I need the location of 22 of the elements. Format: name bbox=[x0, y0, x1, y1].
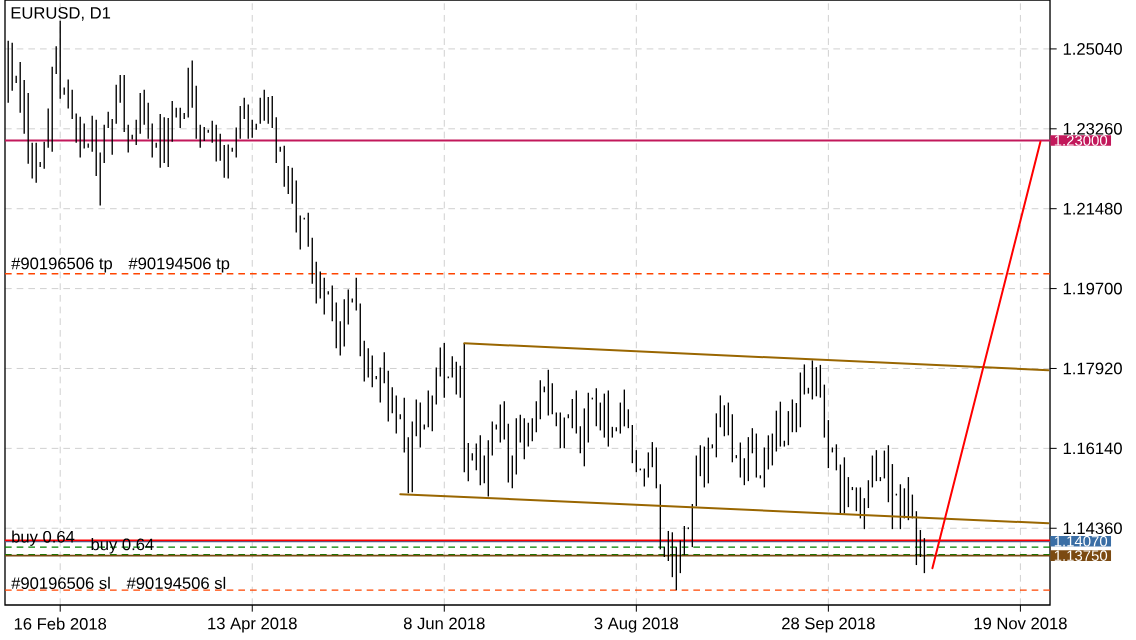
y-tick-label: 1.21480 bbox=[1063, 202, 1122, 215]
annotation: #90196506 sl bbox=[11, 576, 110, 590]
y-tick-label: 1.14360 bbox=[1063, 522, 1122, 535]
x-tick-label: 19 Nov 2018 bbox=[974, 617, 1067, 630]
y-tick-label: 1.23260 bbox=[1063, 122, 1122, 135]
ref-line-label: 1.23000 bbox=[1054, 135, 1108, 146]
y-tick-label: 1.17920 bbox=[1063, 362, 1122, 375]
y-tick-label: 1.25040 bbox=[1063, 43, 1122, 55]
x-tick-label: 16 Feb 2018 bbox=[14, 617, 107, 630]
x-tick-label: 8 Jun 2018 bbox=[403, 617, 485, 630]
y-tick-label: 1.19700 bbox=[1063, 282, 1122, 295]
x-tick-label: 13 Apr 2018 bbox=[208, 617, 297, 633]
annotation: #90194506 sl bbox=[126, 576, 226, 590]
x-tick-label: 3 Aug 2018 bbox=[594, 617, 679, 633]
ref-line-label: 1.13750 bbox=[1054, 550, 1108, 561]
annotation: #90196506 tp bbox=[11, 257, 113, 273]
y-tick-label: 1.16140 bbox=[1063, 442, 1122, 455]
annotation: buy 0.64 bbox=[91, 538, 154, 554]
chart-title: EURUSD, D1 bbox=[11, 7, 111, 21]
ref-line-label: 1.14070 bbox=[1054, 535, 1108, 547]
x-tick-label: 28 Sep 2018 bbox=[782, 617, 875, 633]
annotation: #90194506 tp bbox=[128, 257, 230, 273]
